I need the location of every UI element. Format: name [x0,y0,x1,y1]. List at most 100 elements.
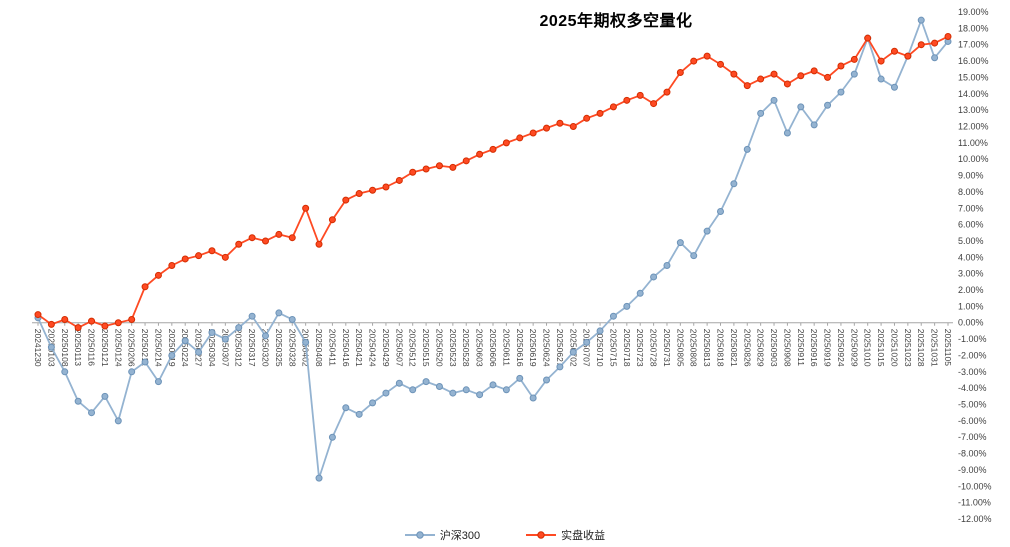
x-axis-tick-label: 20250408 [314,329,324,367]
hs300-marker [783,129,791,137]
real-return-marker [824,73,832,81]
hs300-marker [262,332,269,340]
x-axis-tick-label: 20250826 [742,329,752,367]
hs300-marker [516,374,524,382]
real-return-marker [221,253,229,261]
hs300-marker [663,262,671,269]
real-return-marker [154,271,162,279]
x-axis-tick-label: 20250715 [608,329,618,367]
real-return-marker [369,186,377,194]
real-return-marker [583,114,591,122]
x-axis-tick-label: 20250924 [836,329,846,367]
real-return-marker [181,255,189,263]
x-axis-tick-label: 20250121 [100,329,110,367]
y-axis-tick-label: 15.00% [958,72,989,82]
hs300-marker [636,289,644,297]
hs300-marker [449,389,457,397]
real-return-marker [623,96,631,104]
hs300-marker [569,348,577,356]
x-axis-tick-label: 20250317 [247,329,257,367]
real-return-marker [516,134,524,142]
hs300-marker [382,389,390,397]
y-axis-tick-label: -12.00% [958,514,992,524]
x-axis-tick-label: 20250304 [207,329,217,367]
hs300-marker [422,378,430,386]
x-axis-tick-label: 20250829 [756,329,766,367]
x-axis-tick-label: 20250512 [408,329,418,367]
hs300-marker [583,338,591,346]
hs300-marker [609,312,617,320]
hs300-marker [168,351,176,359]
hs300-marker [154,378,162,386]
real-return-marker [328,216,336,224]
x-axis-tick-label: 20250424 [368,329,378,367]
x-axis-tick-label: 20250124 [113,329,123,367]
real-return-marker [904,52,912,60]
real-return-marker [797,72,805,80]
x-axis-tick-label: 20250227 [194,329,204,367]
x-axis-tick-label: 20241230 [33,329,43,367]
hs300-marker [529,394,537,402]
real-return-marker [422,165,430,173]
legend-item-real-return[interactable]: 实盘收益 [526,527,605,543]
y-axis-tick-label: -5.00% [958,400,987,410]
x-axis-tick-label: 20250214 [153,329,163,367]
hs300-marker [47,343,55,351]
x-axis-tick-label: 20250728 [649,329,659,367]
real-return-marker [569,122,577,130]
x-axis-tick-label: 20251020 [889,329,899,367]
x-axis-tick-label: 20250312 [234,329,244,367]
hs300-marker [369,399,377,407]
x-axis-tick-label: 20250116 [87,329,97,366]
real-return-marker [730,70,738,78]
hs300-marker [395,379,403,387]
y-axis-tick-label: 9.00% [958,171,984,181]
legend-item-hs300[interactable]: 沪深300 [404,527,480,543]
hs300-marker [931,54,939,62]
real-return-marker [944,33,952,41]
hs300-marker [502,386,510,394]
real-return-marker [355,190,363,198]
x-axis-ticks [37,322,949,326]
hs300-marker [141,358,149,366]
hs300-marker [181,337,189,345]
real-return-marker [596,109,604,117]
real-return-marker [409,168,417,176]
x-axis-tick-label: 20250520 [434,329,444,367]
hs300-marker [195,348,203,356]
real-return-legend-marker-icon [526,531,557,539]
hs300-marker [235,324,243,332]
x-axis-tick-label: 20250421 [354,329,364,367]
x-axis-tick-label: 20250507 [394,329,404,367]
x-axis-labels: 2024123020250103202501082025011320250116… [33,329,953,367]
y-axis-tick-label: 11.00% [958,138,988,148]
real-return-marker [248,234,256,242]
x-axis-tick-label: 20250808 [689,329,699,367]
x-axis-tick-label: 20251031 [930,329,940,367]
x-axis-tick-label: 20250919 [823,329,833,367]
x-axis-tick-label: 20250813 [702,329,712,367]
y-axis-tick-label: 19.00% [958,7,989,17]
y-axis-tick-label: -4.00% [958,383,987,393]
real-return-marker [676,69,684,77]
real-return-marker [275,230,283,238]
hs300-marker [877,75,885,83]
y-axis-tick-label: -11.00% [958,498,991,508]
y-axis-tick-label: 14.00% [958,89,989,99]
hs300-line [37,19,949,480]
y-axis-tick-label: 3.00% [958,269,984,279]
hs300-marker [435,383,443,391]
real-return-marker [703,52,711,60]
y-axis-tick-label: -2.00% [958,350,987,360]
real-return-marker [462,157,470,165]
real-return-marker [663,88,671,96]
hs300-marker [88,409,96,417]
x-axis-tick-label: 20250731 [662,329,672,367]
y-axis-tick-label: 16.00% [958,56,989,66]
real-return-marker [502,139,510,147]
hs300-marker [596,327,604,335]
legend-label-real-return: 实盘收益 [561,530,606,542]
hs300-marker [824,101,832,109]
